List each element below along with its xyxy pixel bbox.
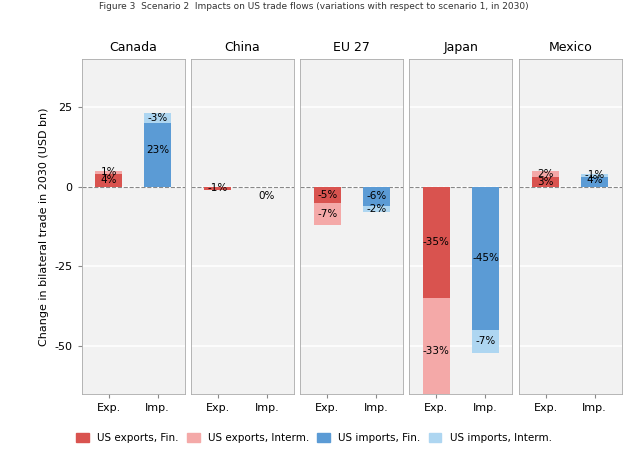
Bar <box>313 202 340 225</box>
Bar <box>313 187 340 202</box>
Text: -3%: -3% <box>148 113 168 123</box>
Text: -45%: -45% <box>472 253 499 264</box>
Bar <box>363 206 390 212</box>
Bar <box>472 330 499 352</box>
Text: 23%: 23% <box>146 145 170 155</box>
Bar <box>95 171 122 174</box>
Text: 2%: 2% <box>538 169 554 179</box>
Bar <box>423 187 450 299</box>
Text: 1%: 1% <box>100 167 117 177</box>
Bar <box>204 187 231 190</box>
Bar <box>582 174 609 187</box>
Text: -6%: -6% <box>366 191 386 201</box>
Text: -7%: -7% <box>475 337 495 347</box>
Text: -7%: -7% <box>317 209 337 219</box>
Bar <box>472 187 499 330</box>
Bar <box>144 113 171 187</box>
Text: 3%: 3% <box>538 177 554 187</box>
Text: -33%: -33% <box>423 346 450 356</box>
Bar <box>532 177 559 187</box>
Text: 4%: 4% <box>587 175 603 185</box>
Legend: US exports, Fin., US exports, Interm., US imports, Fin., US imports, Interm.: US exports, Fin., US exports, Interm., U… <box>72 429 556 448</box>
Text: 0%: 0% <box>259 191 275 202</box>
Bar <box>144 113 171 123</box>
Text: 4%: 4% <box>100 175 117 185</box>
Bar <box>363 187 390 206</box>
Text: Figure 3  Scenario 2  Impacts on US trade flows (variations with respect to scen: Figure 3 Scenario 2 Impacts on US trade … <box>99 2 529 11</box>
Bar <box>532 171 559 177</box>
Y-axis label: Change in bilateral trade in 2030 (USD bn): Change in bilateral trade in 2030 (USD b… <box>39 107 49 346</box>
Bar <box>423 299 450 404</box>
Text: -2%: -2% <box>366 204 386 214</box>
Text: -1%: -1% <box>208 183 228 193</box>
Bar <box>582 174 609 177</box>
Bar <box>95 174 122 187</box>
Text: -35%: -35% <box>423 237 450 247</box>
Text: -5%: -5% <box>317 189 337 200</box>
Text: -1%: -1% <box>585 170 605 180</box>
